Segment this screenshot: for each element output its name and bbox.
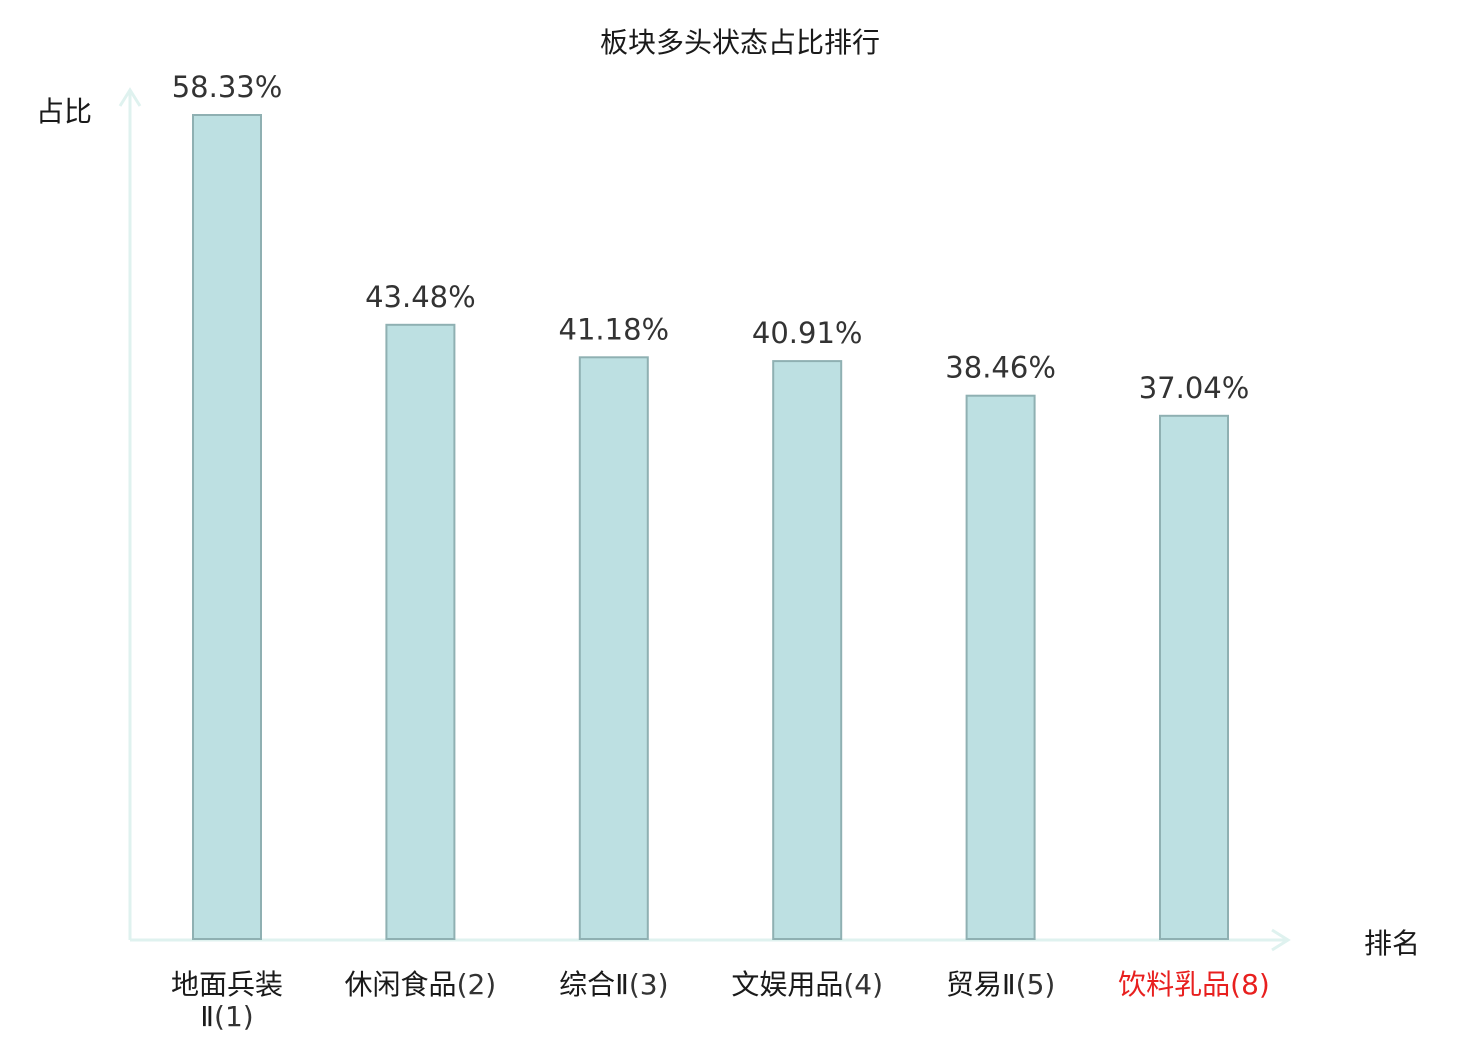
- category-label: 文娱用品(4): [731, 968, 883, 1001]
- bar: [1159, 414, 1229, 940]
- category-rank: (3): [629, 968, 669, 1001]
- chart-title: 板块多头状态占比排行: [600, 26, 880, 59]
- bar-value-label: 58.33%: [172, 70, 283, 104]
- bar-value-label: 41.18%: [559, 312, 670, 346]
- bar: [772, 360, 843, 941]
- category-name: 文娱用品: [731, 968, 843, 1001]
- category-rank: (4): [843, 968, 883, 1001]
- category-name: 休闲食品: [345, 968, 457, 1001]
- category-name-suffix: Ⅱ: [200, 1000, 214, 1033]
- category-label: 休闲食品(2): [345, 968, 497, 1001]
- bar: [578, 356, 649, 940]
- x-axis-label: 排名: [1364, 927, 1420, 960]
- category-label: 饮料乳品(8): [1118, 968, 1270, 1001]
- category-name: 地面兵装: [171, 968, 283, 1001]
- category-rank: (8): [1230, 968, 1270, 1001]
- x-axis: [130, 928, 1291, 952]
- category-rank: (2): [457, 968, 497, 1001]
- bar-value-label: 40.91%: [752, 316, 863, 350]
- bars-group: [192, 114, 1229, 941]
- category-labels-group: 地面兵装 Ⅱ(1) 休闲食品(2) 综合Ⅱ(3) 文娱用品(4) 贸易Ⅱ(5) 饮料乳品(8…: [171, 968, 1270, 1033]
- bar-value-label: 43.48%: [365, 280, 476, 314]
- category-rank: (5): [1016, 968, 1056, 1001]
- category-name: 综合Ⅱ: [559, 968, 629, 1001]
- y-axis: [118, 87, 142, 940]
- value-labels-group: 58.33% 43.48% 41.18% 40.91% 38.46% 37.04%: [172, 70, 1250, 405]
- category-label: 综合Ⅱ(3): [559, 968, 668, 1001]
- category-label: 地面兵装 Ⅱ(1): [171, 968, 283, 1033]
- y-axis-label: 占比: [36, 95, 92, 128]
- bar-value-label: 38.46%: [945, 351, 1056, 385]
- category-rank: (1): [214, 1000, 254, 1033]
- category-name: 贸易Ⅱ: [946, 968, 1016, 1001]
- bar: [385, 323, 456, 940]
- category-name: 饮料乳品: [1118, 968, 1230, 1001]
- category-label: 贸易Ⅱ(5): [946, 968, 1055, 1001]
- bar-value-label: 37.04%: [1139, 371, 1250, 405]
- bar: [965, 394, 1036, 940]
- bar: [192, 114, 262, 940]
